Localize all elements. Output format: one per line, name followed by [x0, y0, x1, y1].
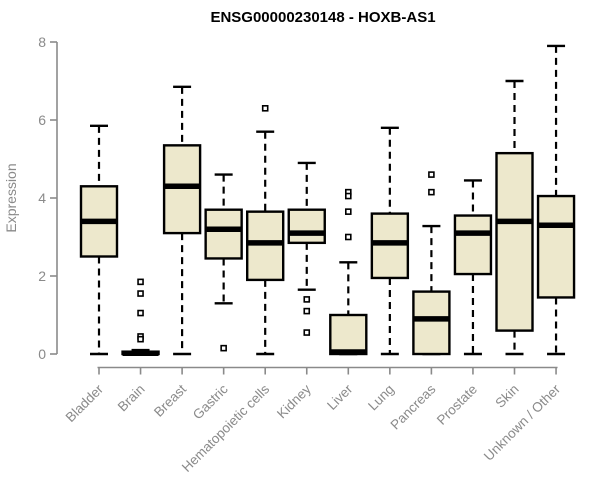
box-marks	[79, 44, 576, 356]
x-category-label: Pancreas	[388, 381, 439, 432]
outlier-point	[344, 208, 352, 215]
boxplot-gastric	[204, 173, 243, 352]
boxplot-lung	[370, 126, 410, 356]
boxplot-unknown-other	[536, 44, 576, 356]
y-tick-label: 2	[38, 268, 46, 284]
outlier-point	[303, 307, 311, 315]
x-category-label: Lung	[365, 382, 397, 414]
outlier-point	[344, 233, 352, 241]
y-tick-label: 4	[38, 190, 46, 206]
outlier-point	[220, 344, 227, 352]
iqr-box	[162, 144, 202, 235]
outlier-point	[137, 309, 144, 317]
boxplot-kidney	[287, 161, 326, 336]
x-category-label: Brain	[115, 382, 148, 415]
outlier-point	[137, 290, 144, 297]
chart-title: ENSG00000230148 - HOXB-AS1	[210, 9, 435, 26]
outlier-point	[261, 105, 269, 112]
outlier-point	[137, 335, 144, 343]
iqr-box	[536, 194, 576, 299]
outlier-point	[303, 296, 311, 303]
x-category-label: Breast	[151, 381, 189, 419]
boxplot-hematopoietic-cells	[245, 105, 285, 356]
iqr-box	[287, 208, 326, 245]
y-axis-label: Expression	[3, 163, 19, 232]
boxplot-skin	[495, 79, 534, 356]
x-category-label: Gastric	[190, 381, 231, 422]
x-category-label: Unknown / Other	[481, 381, 564, 464]
boxplot-prostate	[453, 179, 493, 356]
outlier-point	[428, 171, 435, 178]
boxplot-brain	[121, 278, 160, 356]
x-category-label: Bladder	[63, 381, 107, 425]
x-category-label: Kidney	[274, 381, 314, 421]
x-category-label: Prostate	[434, 382, 480, 428]
boxplot-breast	[162, 85, 202, 356]
outlier-point	[137, 278, 144, 286]
outlier-point	[344, 192, 352, 200]
iqr-box	[412, 290, 451, 356]
x-category-label: Skin	[492, 382, 521, 411]
iqr-box	[245, 210, 285, 282]
boxplot-bladder	[79, 124, 119, 356]
boxplot-liver	[329, 188, 368, 356]
iqr-box	[204, 208, 243, 260]
iqr-box	[453, 214, 493, 276]
iqr-box	[495, 151, 534, 332]
outlier-point	[428, 188, 435, 196]
iqr-box	[370, 212, 410, 280]
y-tick-label: 0	[38, 346, 46, 362]
x-category-label: Liver	[324, 381, 356, 413]
iqr-box	[329, 313, 368, 356]
boxplot-pancreas	[412, 171, 451, 356]
outlier-point	[303, 329, 311, 336]
y-tick-label: 6	[38, 112, 46, 128]
y-tick-label: 8	[38, 34, 46, 50]
